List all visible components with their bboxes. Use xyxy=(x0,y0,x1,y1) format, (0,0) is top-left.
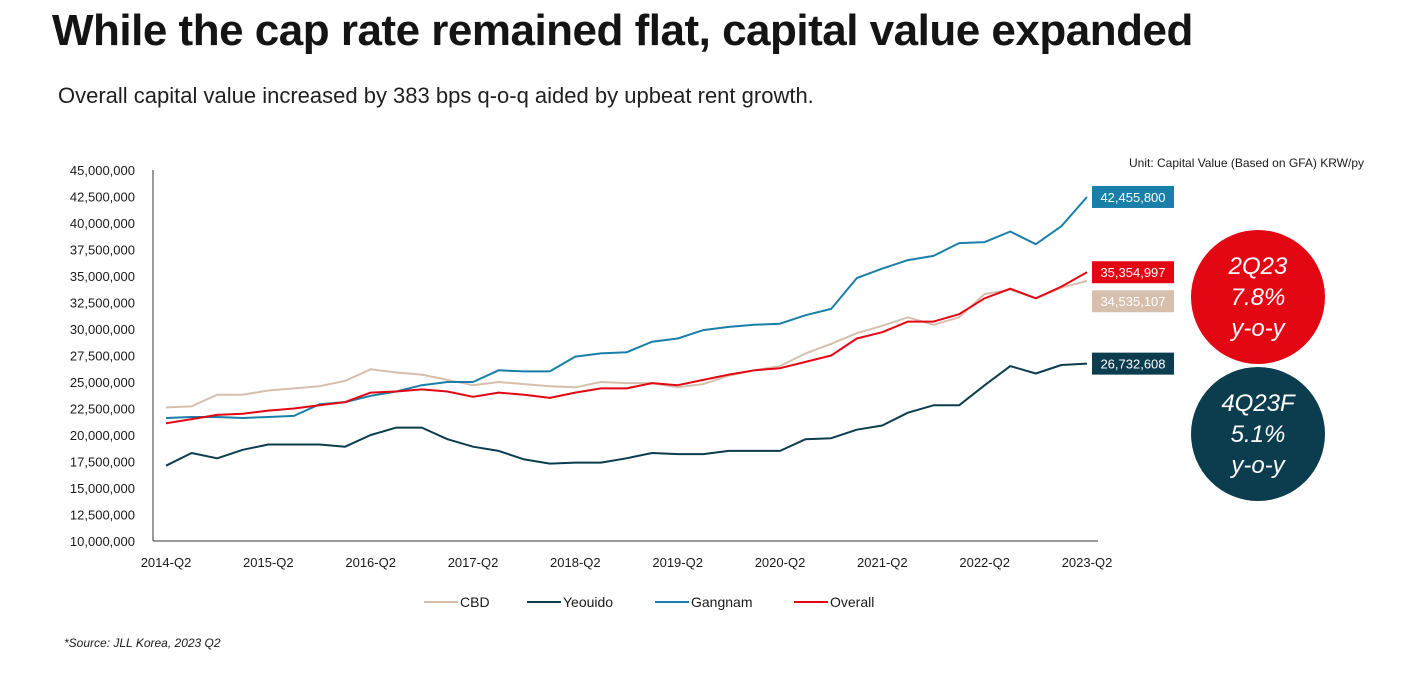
end-label-cbd: 34,535,107 xyxy=(1100,294,1165,309)
y-tick-label: 37,500,000 xyxy=(70,243,135,258)
y-tick-label: 22,500,000 xyxy=(70,402,135,417)
unit-note: Unit: Capital Value (Based on GFA) KRW/p… xyxy=(1129,156,1364,170)
y-tick-label: 40,000,000 xyxy=(70,216,135,231)
bubble-4q23f: 4Q23F 5.1% y-o-y xyxy=(1191,367,1325,501)
page-title: While the cap rate remained flat, capita… xyxy=(52,6,1193,55)
x-tick-label: 2021-Q2 xyxy=(857,555,908,570)
legend-label-gangnam: Gangnam xyxy=(691,594,753,610)
x-tick-label: 2014-Q2 xyxy=(141,555,192,570)
source-note: *Source: JLL Korea, 2023 Q2 xyxy=(64,636,221,650)
y-tick-label: 25,000,000 xyxy=(70,375,135,390)
end-label-box-gangnam xyxy=(1092,185,1174,208)
x-tick-label: 2017-Q2 xyxy=(448,555,499,570)
legend-item-cbd: CBD xyxy=(424,594,490,610)
series-line-gangnam xyxy=(165,196,1088,419)
end-label-box-overall xyxy=(1092,261,1174,284)
y-tick-label: 27,500,000 xyxy=(70,349,135,364)
bubble-2q23-period: 2Q23 xyxy=(1228,252,1288,280)
legend-swatch-cbd xyxy=(424,601,458,603)
y-tick-label: 12,500,000 xyxy=(70,508,135,523)
x-tick-label: 2020-Q2 xyxy=(755,555,806,570)
bubble-4q23f-value: 5.1% xyxy=(1230,420,1286,448)
x-tick-label: 2018-Q2 xyxy=(550,555,601,570)
x-tick-label: 2022-Q2 xyxy=(959,555,1010,570)
y-tick-label: 20,000,000 xyxy=(70,428,135,443)
series-line-yeouido xyxy=(165,362,1088,467)
bubble-2q23-value: 7.8% xyxy=(1230,283,1286,311)
page-subtitle: Overall capital value increased by 383 b… xyxy=(58,83,814,108)
series-line-cbd xyxy=(165,279,1088,409)
end-label-yeouido: 26,732,608 xyxy=(1100,357,1165,372)
legend-item-overall: Overall xyxy=(794,594,874,610)
x-tick-label: 2015-Q2 xyxy=(243,555,294,570)
x-tick-label: 2019-Q2 xyxy=(652,555,703,570)
bubble-4q23f-period: 4Q23F xyxy=(1221,389,1295,417)
end-label-box-yeouido xyxy=(1092,352,1174,375)
y-tick-label: 42,500,000 xyxy=(70,190,135,205)
y-tick-label: 45,000,000 xyxy=(70,163,135,178)
end-label-box-cbd xyxy=(1092,290,1174,313)
legend-label-cbd: CBD xyxy=(460,594,490,610)
y-tick-label: 15,000,000 xyxy=(70,481,135,496)
chart-legend: CBD Yeouido Gangnam Overall xyxy=(0,594,1414,614)
legend-item-yeouido: Yeouido xyxy=(527,594,613,610)
y-tick-label: 17,500,000 xyxy=(70,455,135,470)
legend-swatch-gangnam xyxy=(655,601,689,603)
x-tick-label: 2016-Q2 xyxy=(345,555,396,570)
bubble-4q23f-unit: y-o-y xyxy=(1231,451,1285,479)
x-tick-label: 2023-Q2 xyxy=(1062,555,1113,570)
bubble-2q23: 2Q23 7.8% y-o-y xyxy=(1191,230,1325,364)
y-tick-label: 32,500,000 xyxy=(70,296,135,311)
series-line-overall xyxy=(165,271,1088,425)
legend-label-overall: Overall xyxy=(830,594,875,610)
y-tick-label: 10,000,000 xyxy=(70,534,135,549)
end-label-gangnam: 42,455,800 xyxy=(1100,190,1165,205)
end-label-overall: 35,354,997 xyxy=(1100,265,1165,280)
legend-label-yeouido: Yeouido xyxy=(563,594,614,610)
legend-swatch-yeouido xyxy=(527,601,561,603)
legend-item-gangnam: Gangnam xyxy=(655,594,752,610)
legend-swatch-overall xyxy=(794,601,828,603)
y-tick-label: 30,000,000 xyxy=(70,322,135,337)
y-tick-label: 35,000,000 xyxy=(70,269,135,284)
bubble-2q23-unit: y-o-y xyxy=(1231,314,1285,342)
